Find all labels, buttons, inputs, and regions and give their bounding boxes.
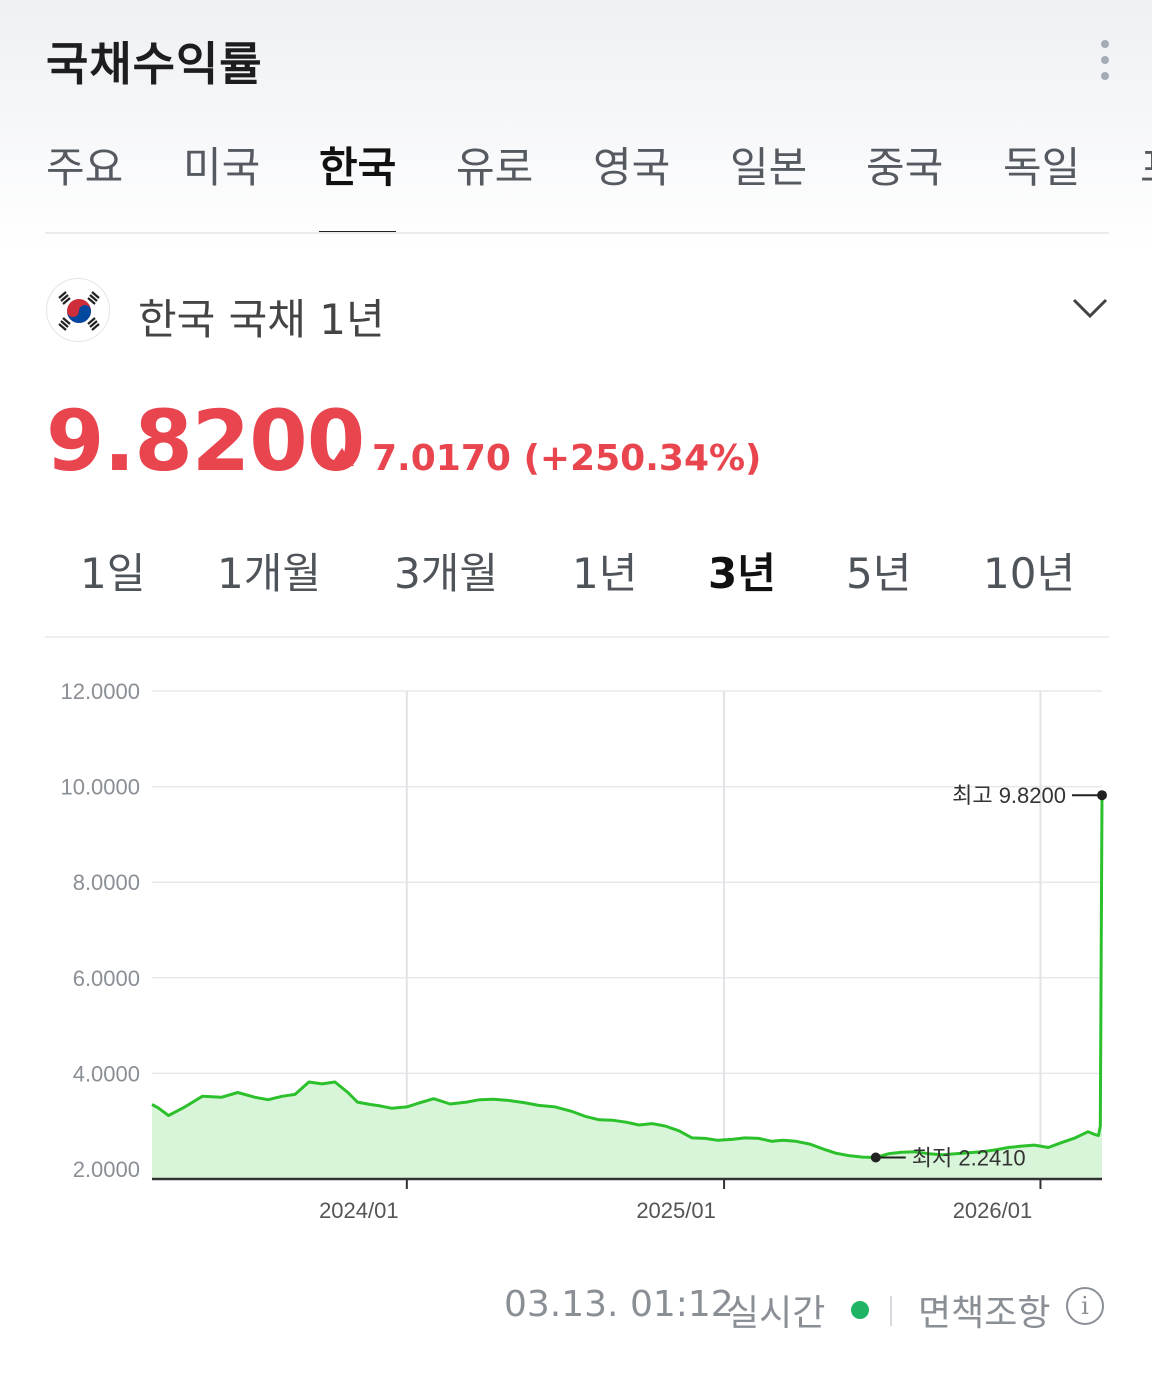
tab-korea[interactable]: 한국 xyxy=(319,140,397,234)
series-line xyxy=(151,795,1104,1159)
y-tick-label: 4.0000 xyxy=(73,1061,140,1086)
bond-selector[interactable]: 한국 국채 1년 xyxy=(46,278,1110,348)
tab-japan[interactable]: 일본 xyxy=(730,143,808,192)
y-tick-label: 8.0000 xyxy=(73,870,140,895)
period-5y[interactable]: 5년 xyxy=(846,549,912,598)
tab-germany[interactable]: 독일 xyxy=(1003,143,1081,192)
y-tick-label: 10.0000 xyxy=(60,775,140,800)
tab-china[interactable]: 중국 xyxy=(866,143,944,192)
info-icon[interactable]: i xyxy=(1066,1287,1104,1325)
period-10y[interactable]: 10년 xyxy=(983,549,1076,598)
high-annotation-label: 최고 9.8200 xyxy=(952,783,1066,808)
live-status-dot xyxy=(851,1301,869,1319)
period-1d[interactable]: 1일 xyxy=(80,549,146,598)
tabs-divider xyxy=(45,232,1109,234)
tab-uk[interactable]: 영국 xyxy=(593,143,671,192)
period-3y[interactable]: 3년 xyxy=(708,549,776,598)
x-tick-label: 2025/01 xyxy=(636,1198,716,1223)
y-tick-label: 6.0000 xyxy=(73,966,140,991)
timestamp: 03.13. 01:12 xyxy=(504,1284,734,1325)
country-tabs: 주요 미국 한국 유로 영국 일본 중국 독일 프 xyxy=(0,128,1152,234)
header-background xyxy=(0,0,1152,250)
high-point-marker xyxy=(1097,790,1107,801)
period-1m[interactable]: 1개월 xyxy=(217,549,322,598)
bond-name: 한국 국채 1년 xyxy=(138,295,385,344)
periods-divider xyxy=(45,636,1109,638)
page-title: 국채수익률 xyxy=(46,37,263,91)
series-area xyxy=(152,795,1102,1179)
yield-change: 7.0170 (+250.34%) xyxy=(372,438,762,479)
y-tick-label: 2.0000 xyxy=(73,1157,140,1182)
disclaimer-link[interactable]: 면책조항 xyxy=(918,1293,1051,1334)
more-vertical-icon[interactable] xyxy=(1090,38,1120,82)
korea-flag-icon xyxy=(46,278,110,342)
live-label: 실시간 xyxy=(726,1293,826,1334)
tab-france[interactable]: 프 xyxy=(1140,140,1152,232)
tab-major[interactable]: 주요 xyxy=(46,143,124,192)
x-tick-label: 2026/01 xyxy=(953,1198,1033,1223)
footer: 03.13. 01:12 실시간 면책조항 i xyxy=(0,1284,1152,1344)
period-selector: 1일 1개월 3개월 1년 3년 5년 10년 xyxy=(0,540,1152,610)
y-tick-label: 12.0000 xyxy=(60,679,140,704)
chevron-down-icon[interactable] xyxy=(1070,288,1110,328)
period-3m[interactable]: 3개월 xyxy=(394,549,499,598)
current-yield: 9.8200 xyxy=(46,392,365,490)
footer-separator xyxy=(890,1296,892,1326)
tab-euro[interactable]: 유로 xyxy=(456,143,534,192)
yield-chart[interactable]: 12.0000 10.0000 8.0000 6.0000 4.0000 2.0000 20… xyxy=(0,660,1152,1260)
low-annotation-label: 최저 2.2410 xyxy=(912,1145,1026,1170)
tab-usa[interactable]: 미국 xyxy=(183,143,261,192)
up-arrow-icon xyxy=(330,448,354,466)
x-tick-label: 2024/01 xyxy=(319,1198,399,1223)
period-1y[interactable]: 1년 xyxy=(572,549,638,598)
